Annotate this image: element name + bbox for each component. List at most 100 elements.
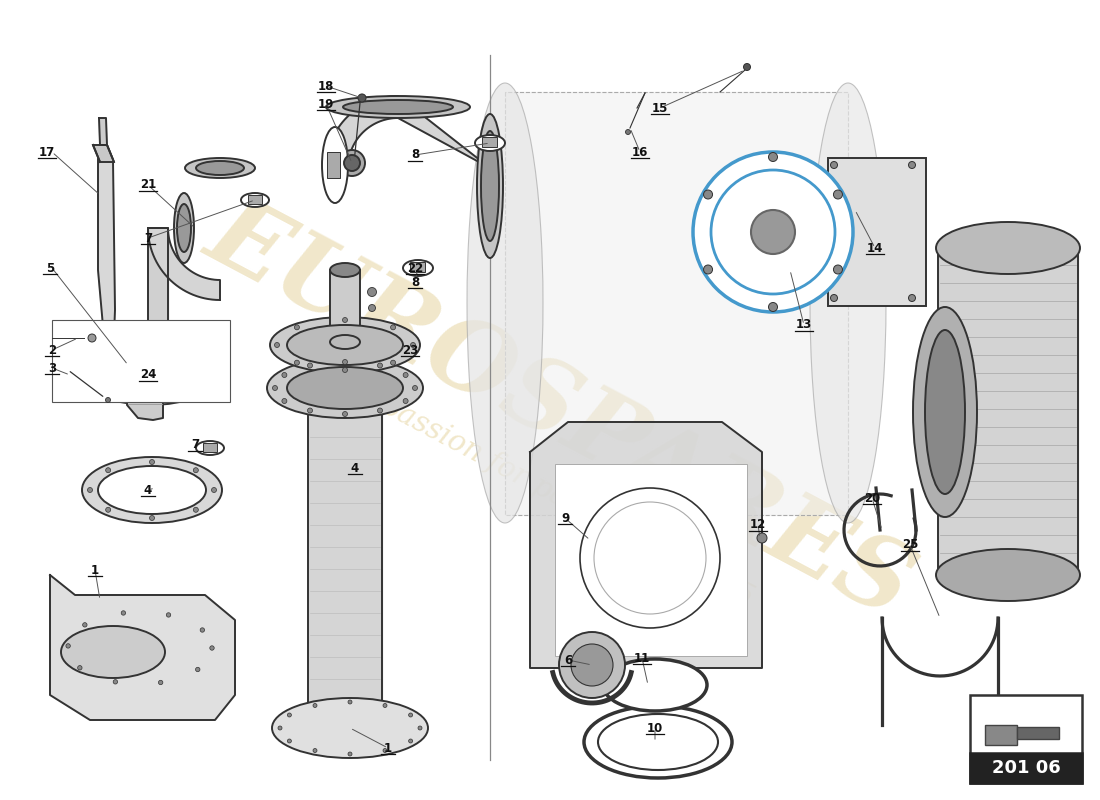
Circle shape — [176, 354, 182, 360]
Text: 4: 4 — [351, 462, 359, 474]
Text: 17: 17 — [39, 146, 55, 158]
Polygon shape — [126, 350, 163, 420]
Ellipse shape — [598, 714, 718, 770]
Circle shape — [287, 713, 292, 717]
Bar — [556, 464, 747, 656]
Text: 23: 23 — [402, 343, 418, 357]
Ellipse shape — [267, 358, 424, 418]
Circle shape — [704, 265, 713, 274]
Circle shape — [88, 334, 96, 342]
Ellipse shape — [82, 457, 222, 523]
Circle shape — [834, 265, 843, 274]
Ellipse shape — [403, 260, 433, 276]
Ellipse shape — [330, 263, 360, 277]
Text: 16: 16 — [631, 146, 648, 158]
Circle shape — [314, 703, 317, 707]
Circle shape — [278, 726, 282, 730]
Circle shape — [830, 294, 837, 302]
Circle shape — [66, 644, 70, 648]
Circle shape — [196, 667, 200, 672]
Circle shape — [106, 507, 111, 512]
Circle shape — [383, 749, 387, 753]
Circle shape — [368, 305, 375, 311]
Polygon shape — [98, 145, 116, 360]
Circle shape — [408, 713, 412, 717]
Text: 6: 6 — [564, 654, 572, 666]
Text: 14: 14 — [867, 242, 883, 254]
Circle shape — [711, 170, 835, 294]
Circle shape — [834, 190, 843, 199]
Ellipse shape — [913, 307, 977, 517]
Circle shape — [390, 360, 396, 365]
Circle shape — [88, 487, 92, 493]
Circle shape — [704, 190, 713, 199]
Circle shape — [273, 386, 277, 390]
Ellipse shape — [270, 317, 420, 373]
Circle shape — [559, 632, 625, 698]
Circle shape — [410, 342, 416, 347]
Circle shape — [348, 752, 352, 756]
Circle shape — [367, 287, 376, 297]
Text: 1: 1 — [91, 563, 99, 577]
Text: 201 06: 201 06 — [991, 759, 1060, 777]
Circle shape — [751, 210, 795, 254]
Polygon shape — [308, 385, 382, 730]
Circle shape — [377, 408, 383, 413]
Text: 13: 13 — [796, 318, 812, 331]
Ellipse shape — [326, 96, 470, 118]
Circle shape — [106, 468, 111, 473]
Bar — [204, 443, 217, 452]
Circle shape — [89, 375, 95, 381]
Ellipse shape — [177, 204, 191, 252]
Circle shape — [308, 408, 312, 413]
Text: a passion for parts since 1985: a passion for parts since 1985 — [352, 378, 758, 612]
Circle shape — [166, 613, 170, 617]
Text: 10: 10 — [647, 722, 663, 734]
Circle shape — [194, 468, 198, 473]
Circle shape — [210, 646, 214, 650]
Bar — [330, 270, 360, 342]
Ellipse shape — [481, 131, 499, 241]
Text: 7: 7 — [144, 231, 152, 245]
Circle shape — [118, 354, 124, 360]
Polygon shape — [50, 575, 235, 720]
Circle shape — [830, 162, 837, 169]
Circle shape — [358, 94, 366, 102]
Ellipse shape — [322, 127, 348, 203]
Circle shape — [287, 739, 292, 743]
Circle shape — [275, 342, 279, 347]
Circle shape — [158, 680, 163, 685]
Bar — [327, 152, 340, 178]
Circle shape — [106, 398, 110, 402]
Ellipse shape — [810, 83, 886, 523]
Text: 19: 19 — [318, 98, 334, 110]
Circle shape — [118, 396, 124, 402]
Ellipse shape — [477, 114, 503, 258]
Ellipse shape — [241, 193, 270, 207]
Text: 11: 11 — [634, 651, 650, 665]
Circle shape — [206, 375, 211, 381]
Bar — [248, 195, 262, 204]
Circle shape — [78, 666, 82, 670]
Circle shape — [377, 363, 383, 368]
Circle shape — [150, 459, 154, 465]
Ellipse shape — [925, 330, 965, 494]
Ellipse shape — [936, 222, 1080, 274]
Bar — [970, 695, 1082, 783]
Polygon shape — [938, 248, 1078, 575]
Text: 21: 21 — [140, 178, 156, 191]
Polygon shape — [99, 118, 107, 145]
Circle shape — [150, 515, 154, 521]
Text: 20: 20 — [864, 491, 880, 505]
Circle shape — [418, 726, 422, 730]
Circle shape — [693, 152, 852, 312]
Circle shape — [295, 360, 299, 365]
Ellipse shape — [185, 158, 255, 178]
Text: 22: 22 — [407, 262, 424, 274]
Circle shape — [200, 628, 205, 632]
Circle shape — [626, 130, 630, 134]
Circle shape — [82, 622, 87, 627]
Ellipse shape — [98, 466, 206, 514]
Text: 3: 3 — [48, 362, 56, 374]
Ellipse shape — [343, 100, 453, 114]
